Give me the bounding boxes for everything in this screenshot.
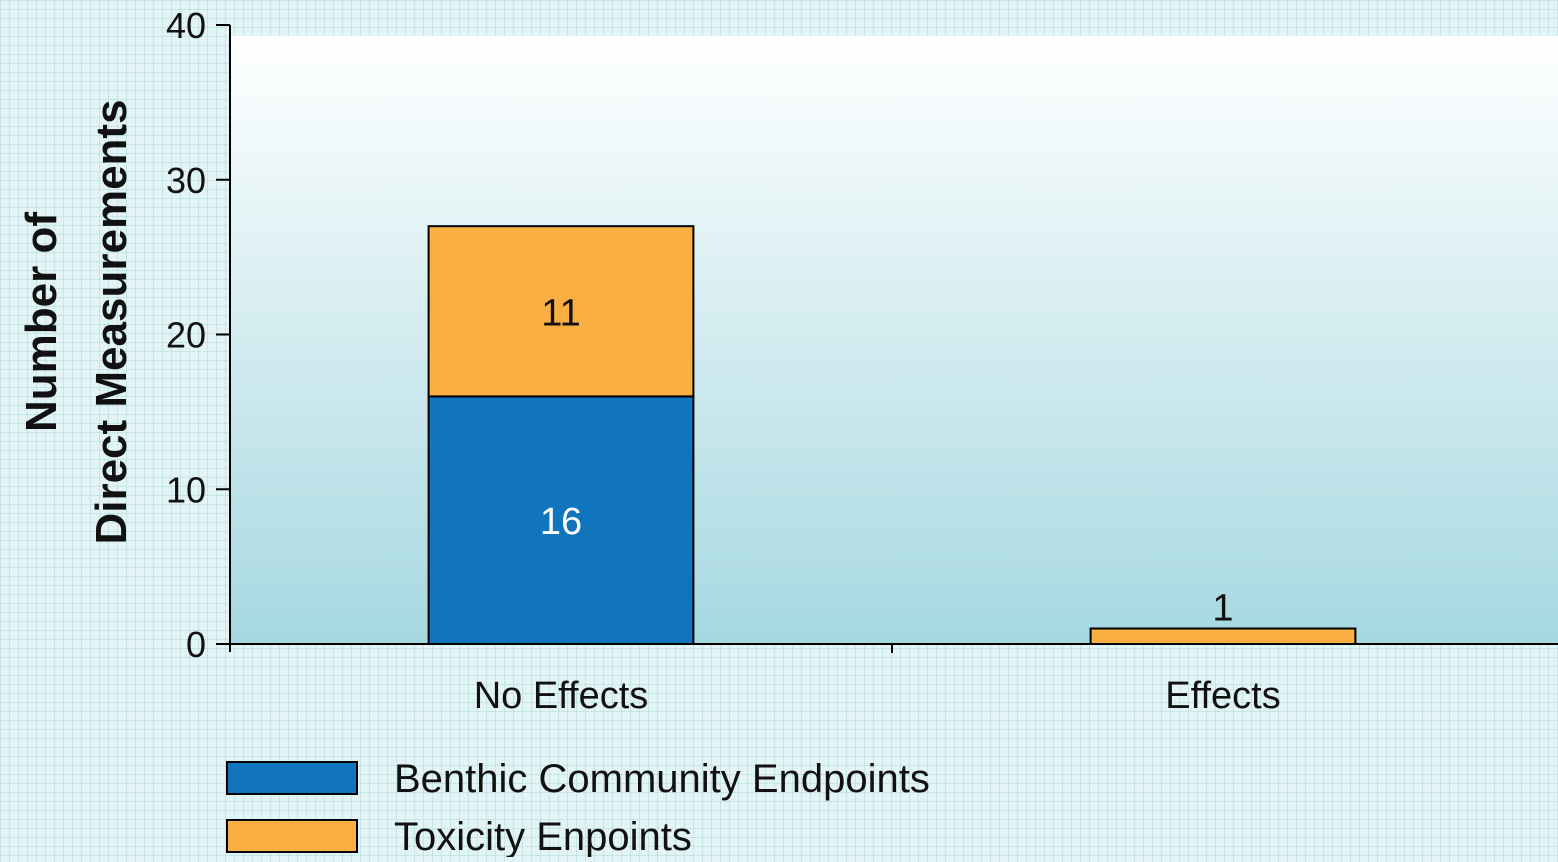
data-label-0-0: 16 (540, 501, 582, 543)
legend-label-1: Toxicity Enpoints (394, 815, 692, 857)
y-tick-label-3: 30 (166, 160, 206, 201)
legend: Benthic Community Endpoints Toxicity Enpo… (226, 757, 930, 859)
y-tick-label-0: 0 (186, 624, 206, 665)
x-tick-label-1: Effects (1165, 675, 1280, 717)
legend-label-0: Benthic Community Endpoints (394, 757, 930, 801)
data-label-1-0: 11 (541, 292, 580, 334)
chart-axes: No Effects Effects 0 10 20 30 40 (166, 5, 1558, 717)
data-label-1-1: 1 (1212, 588, 1233, 630)
x-tick-label-0: No Effects (474, 675, 649, 717)
y-tick-label-2: 20 (166, 315, 206, 356)
legend-swatch-1 (226, 819, 358, 853)
y-axis-title-line-1: Number of (17, 212, 66, 432)
y-tick-label-1: 10 (166, 469, 206, 510)
bar-1-0 (427, 225, 695, 398)
y-axis-title-line-2: Direct Measurements (87, 99, 136, 544)
bar-0-0 (427, 395, 695, 645)
y-axis-title: Number of Direct Measurements (17, 99, 136, 544)
y-tick-label-4: 40 (166, 5, 206, 46)
legend-swatch-0 (226, 761, 358, 795)
bar-1-1 (1089, 627, 1357, 646)
